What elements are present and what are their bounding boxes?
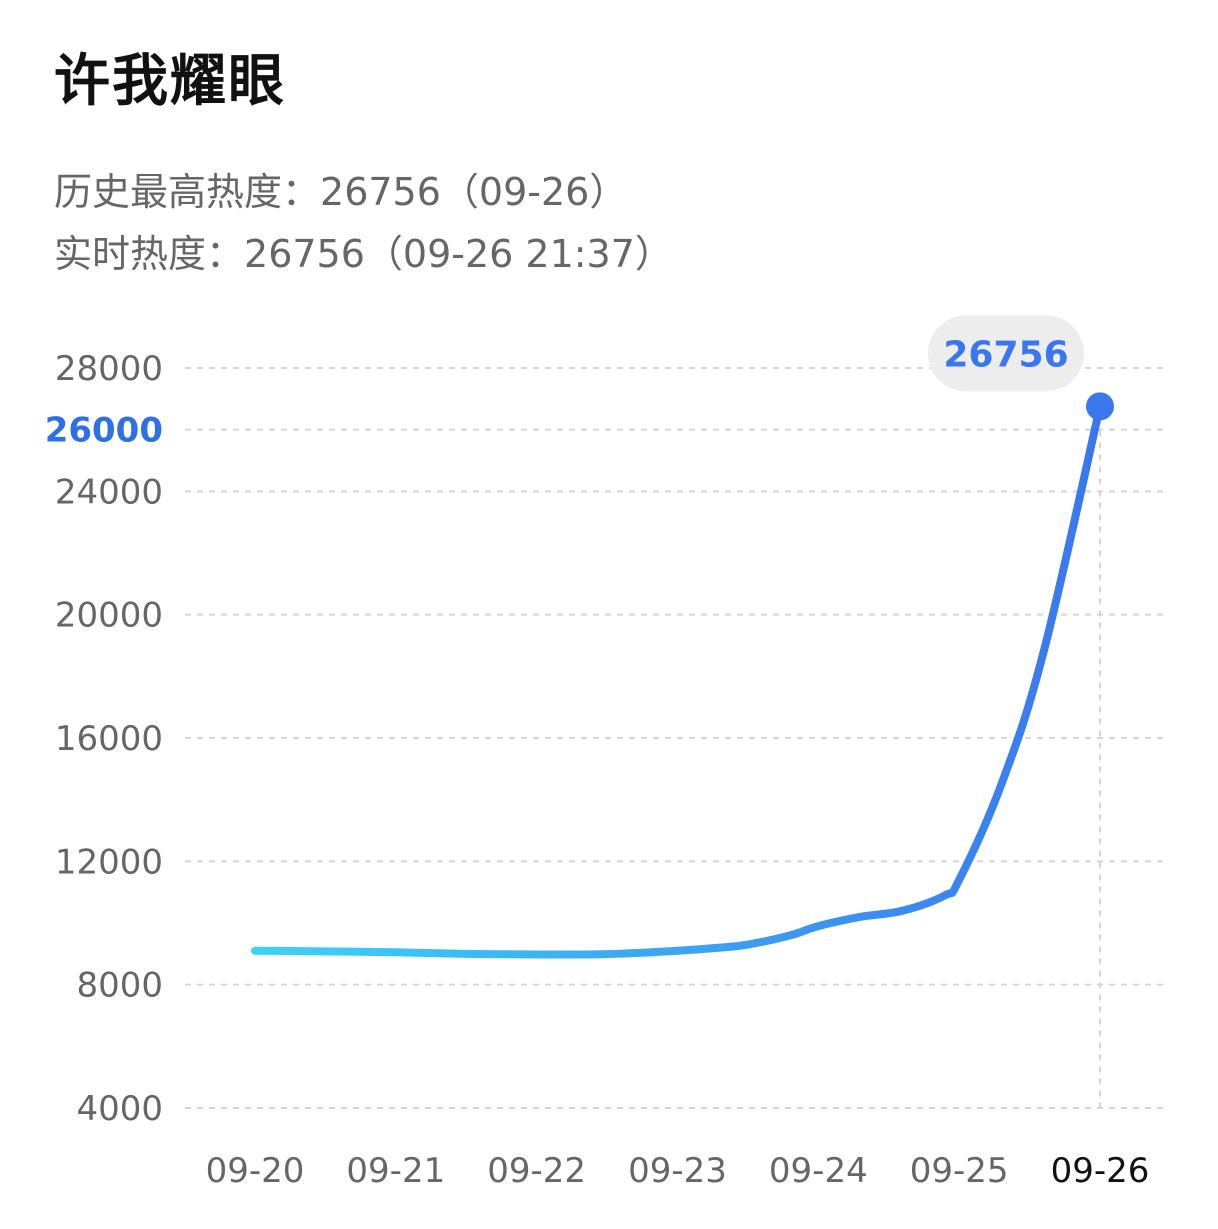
- x-tick-label: 09-20: [206, 1151, 305, 1191]
- x-axis-ticks: 09-20 09-21 09-22 09-23 09-24 09-25 09-26: [206, 1151, 1150, 1191]
- y-tick-label: 24000: [55, 472, 163, 512]
- series-layer: [251, 402, 1104, 959]
- y-tick-label: 4000: [76, 1089, 163, 1129]
- peak-marker-layer: 26756: [928, 315, 1114, 421]
- x-tick-label: 09-23: [628, 1151, 727, 1191]
- peak-value-label: 26756: [943, 334, 1068, 375]
- y-tick-label: 20000: [55, 596, 163, 636]
- y-tick-label: 26000: [45, 411, 163, 451]
- peak-point: [1086, 392, 1114, 421]
- y-axis-ticks: 4000 8000 12000 16000 20000 24000 26000 28000: [45, 349, 163, 1129]
- peak-heat-line: 历史最高热度：26756（09-26）: [54, 168, 627, 216]
- page-title: 许我耀眼: [54, 49, 286, 114]
- realtime-heat-line: 实时热度：26756（09-26 21:37）: [54, 230, 673, 278]
- peak-value-bubble: [928, 315, 1084, 392]
- y-tick-label: 12000: [55, 842, 163, 882]
- x-tick-label: 09-26: [1051, 1151, 1150, 1191]
- y-tick-label: 16000: [55, 719, 163, 759]
- x-tick-label: 09-22: [487, 1151, 586, 1191]
- x-tick-label: 09-25: [910, 1151, 1009, 1191]
- peak-heat-label: 历史最高热度：: [54, 170, 321, 214]
- y-tick-label: 8000: [76, 966, 163, 1006]
- heat-series-line: [251, 402, 1104, 959]
- realtime-heat-value: 26756（09-26 21:37）: [244, 232, 673, 276]
- realtime-heat-label: 实时热度：: [54, 232, 245, 276]
- x-tick-label: 09-21: [346, 1151, 445, 1191]
- peak-heat-value: 26756（09-26）: [320, 170, 628, 214]
- y-tick-label: 28000: [55, 349, 163, 389]
- x-tick-label: 09-24: [769, 1151, 868, 1191]
